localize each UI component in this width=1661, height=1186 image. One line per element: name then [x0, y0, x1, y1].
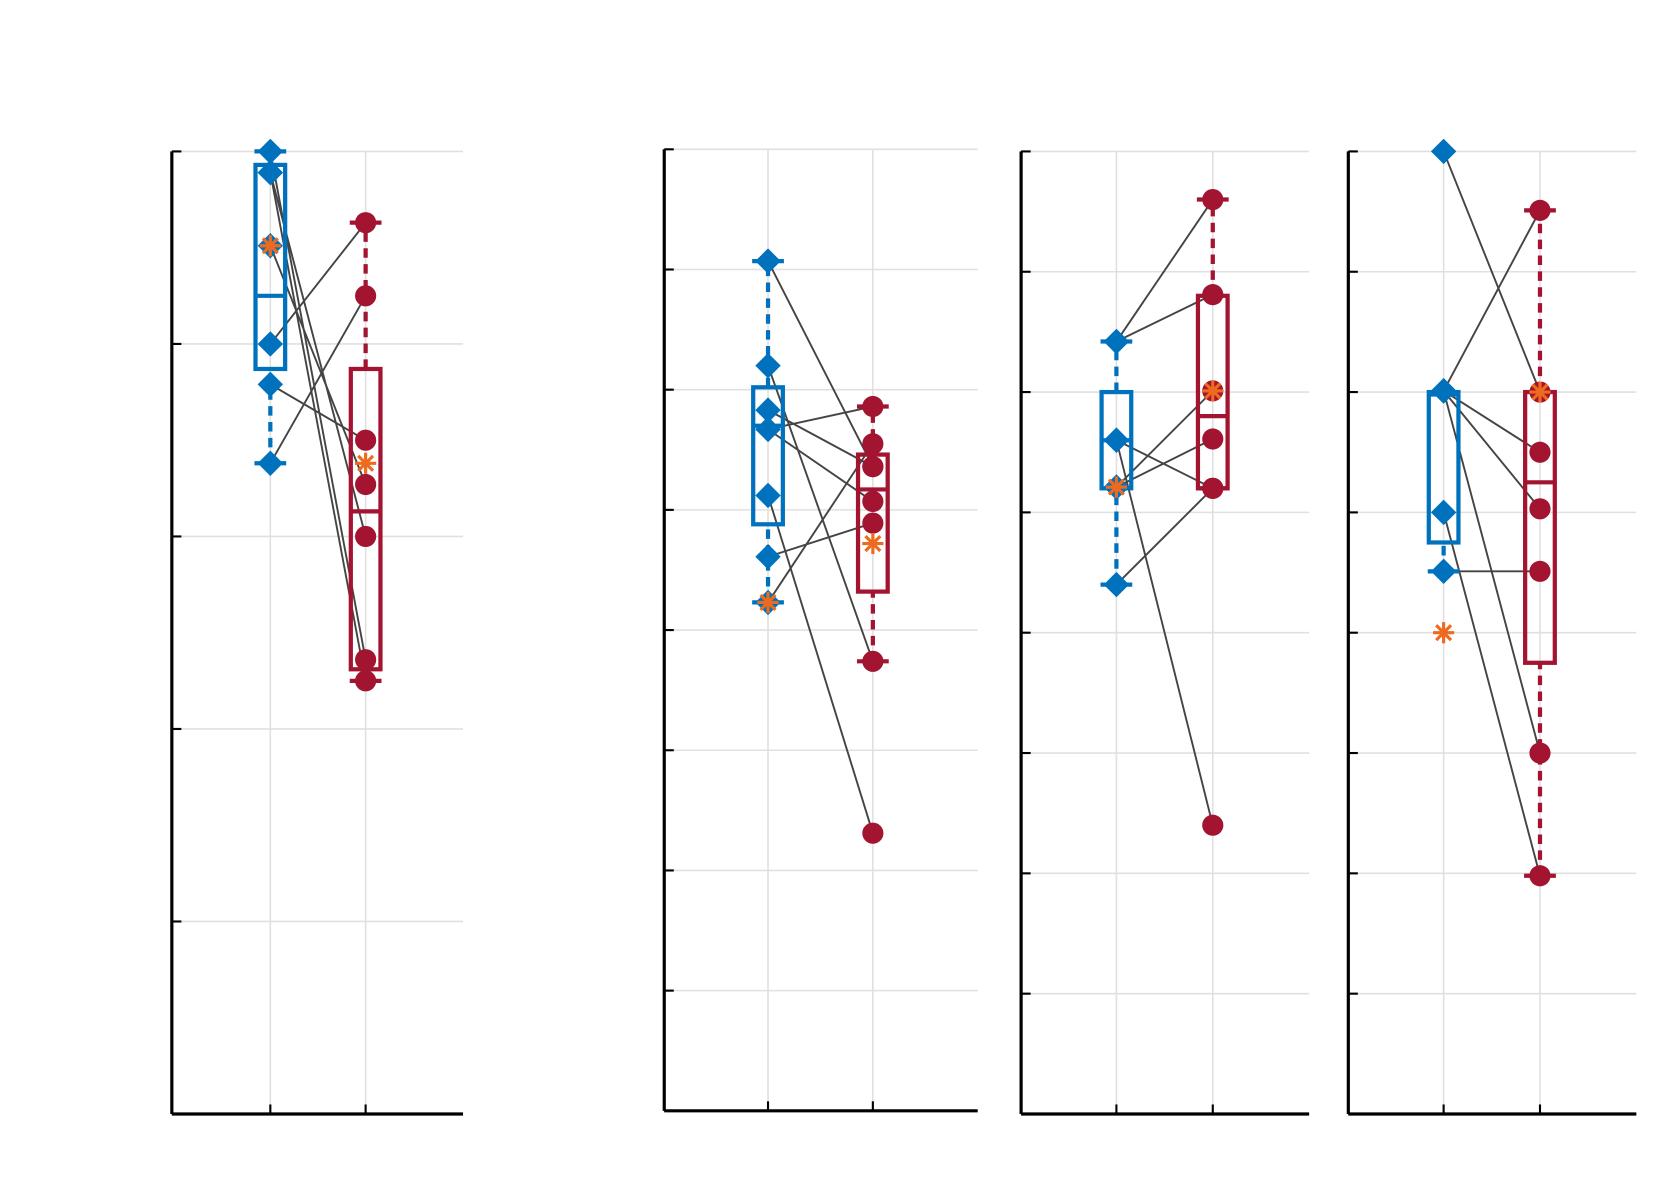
panel	[170, 138, 464, 1116]
circle-point	[862, 822, 884, 844]
mean-stroke	[1204, 382, 1222, 400]
pair-line	[767, 428, 874, 503]
pair-line	[767, 365, 874, 662]
diamond-point	[1103, 328, 1130, 355]
circle-point	[1529, 199, 1551, 221]
circle-point	[355, 473, 377, 496]
diamond-point	[1103, 571, 1130, 598]
pair-line	[1442, 512, 1541, 877]
mean-stroke	[1435, 624, 1453, 642]
circle-point	[862, 456, 884, 478]
pair-line	[767, 260, 874, 468]
circle-point	[1529, 441, 1551, 463]
diamond-point	[257, 371, 284, 398]
pair-line	[1442, 151, 1541, 393]
pair-line	[1115, 439, 1214, 826]
circle-point	[1202, 428, 1224, 450]
mean-marker	[1529, 381, 1551, 403]
diamond-point	[1430, 378, 1457, 404]
diamond-point	[755, 416, 781, 443]
diamond-point	[257, 331, 284, 357]
pair-line	[269, 295, 367, 464]
pair-line	[767, 409, 874, 468]
panel	[662, 148, 978, 1113]
mean-stroke	[759, 593, 777, 611]
panel	[1019, 150, 1310, 1116]
diamond-point	[1103, 427, 1130, 453]
pair-line	[767, 405, 874, 431]
circle-point	[862, 433, 884, 455]
circle-point	[862, 650, 884, 672]
circle-point	[862, 490, 884, 513]
circle-point	[355, 429, 377, 451]
diamond-point	[755, 248, 781, 274]
mean-stroke	[357, 454, 375, 472]
mean-marker	[757, 591, 779, 614]
circle-point	[355, 285, 377, 307]
diamond-point	[257, 159, 284, 186]
pair-line	[1442, 209, 1541, 392]
mean-marker	[862, 532, 884, 555]
circle-point	[355, 670, 377, 692]
diamond-point	[257, 450, 284, 477]
diamond-point	[755, 544, 781, 570]
mean-stroke	[261, 237, 279, 255]
diamond-point	[755, 352, 781, 379]
mean-marker	[259, 235, 281, 257]
circle-point	[1202, 477, 1224, 499]
circle-point	[1529, 560, 1551, 582]
pair-line	[1115, 487, 1214, 586]
pair-line	[767, 443, 874, 603]
diamond-point	[755, 397, 781, 423]
circle-point	[862, 395, 884, 418]
circle-point	[1529, 865, 1551, 887]
mean-marker	[1433, 622, 1455, 644]
mean-marker	[1202, 380, 1224, 402]
circle-point	[355, 212, 377, 234]
circle-point	[355, 649, 377, 671]
circle-point	[355, 525, 377, 548]
mean-marker	[355, 452, 377, 474]
diamond-point	[1430, 499, 1457, 526]
mean-marker	[1105, 476, 1127, 498]
circle-point	[1529, 498, 1551, 520]
diamond-point	[1430, 138, 1457, 165]
panel	[1346, 138, 1637, 1116]
box	[751, 385, 785, 527]
circle-point	[862, 512, 884, 534]
pair-line	[1115, 199, 1214, 343]
box	[855, 452, 890, 594]
mean-stroke	[864, 534, 882, 553]
circle-point	[1202, 814, 1224, 836]
circle-point	[1202, 284, 1224, 306]
mean-stroke	[1107, 478, 1125, 496]
mean-stroke	[1531, 383, 1549, 401]
diamond-point	[755, 482, 781, 509]
circle-point	[1202, 188, 1224, 211]
pair-line	[767, 522, 874, 558]
diamond-point	[1430, 558, 1457, 585]
diamond-point	[257, 138, 284, 165]
circle-point	[1529, 742, 1551, 764]
